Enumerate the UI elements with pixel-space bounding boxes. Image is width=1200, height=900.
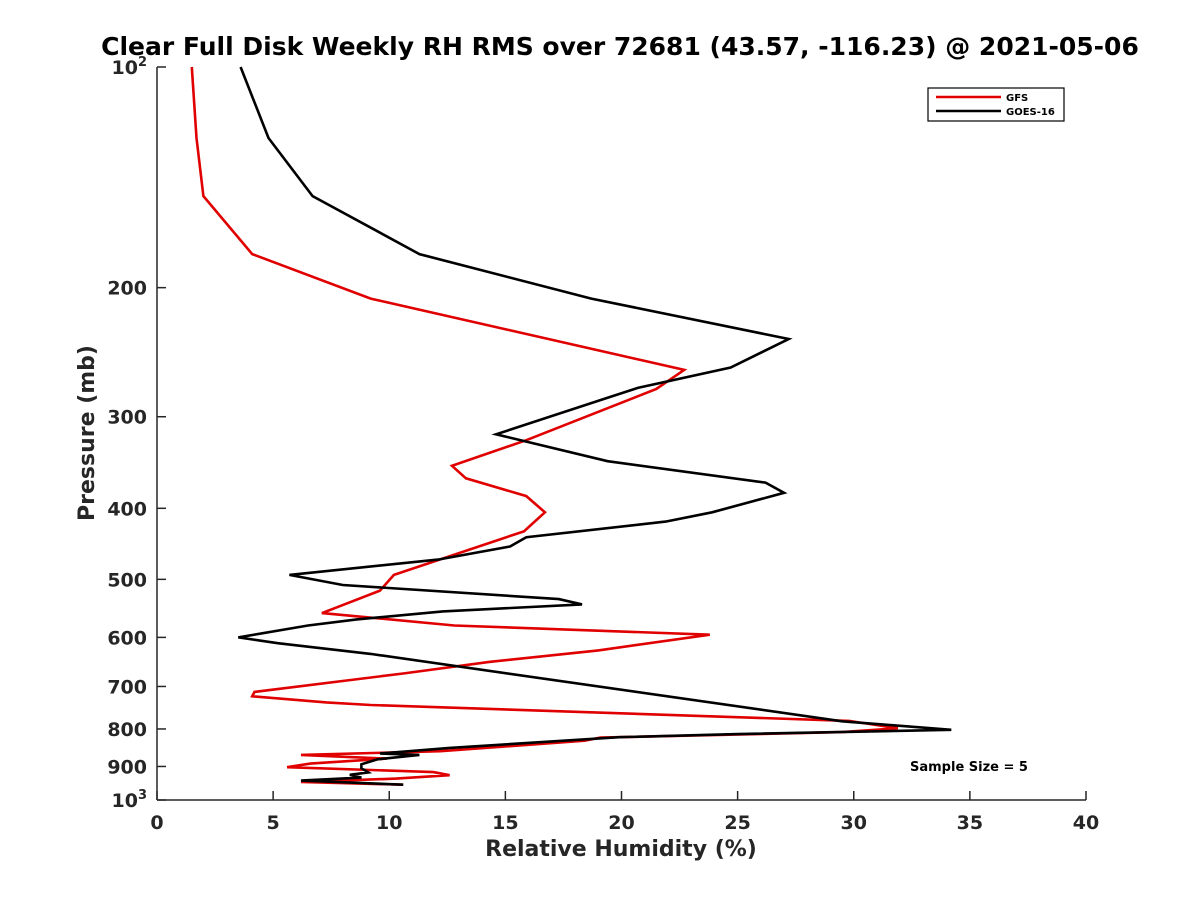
- y-tick-label: 700: [107, 676, 147, 698]
- y-tick-label: 600: [107, 627, 147, 649]
- y-tick-label: 102: [112, 55, 148, 79]
- x-tick-layer: 0 5 10 15 20 25 30 35 40: [150, 791, 1099, 834]
- x-tick-label: 0: [150, 812, 163, 834]
- series-layer: [190, 66, 952, 786]
- y-tick-label: 800: [107, 719, 147, 741]
- x-tick-label: 40: [1073, 812, 1099, 834]
- y-tick-layer: 102 200 300 400 500 600 700 800 900 103: [107, 55, 166, 812]
- x-tick-label: 10: [376, 812, 402, 834]
- y-tick-label: 200: [107, 278, 147, 300]
- y-tick-label: 103: [112, 788, 148, 812]
- x-tick-label: 25: [724, 812, 750, 834]
- y-tick-label: 400: [107, 498, 147, 520]
- x-tick-label: 5: [267, 812, 280, 834]
- x-tick-label: 35: [957, 812, 983, 834]
- legend-box: [927, 87, 1065, 122]
- x-tick-label: 15: [492, 812, 518, 834]
- y-tick-label: 900: [107, 756, 147, 778]
- sample-size-annotation: Sample Size = 5: [910, 760, 1028, 775]
- legend-label-goes16: GOES-16: [1006, 107, 1055, 118]
- series-line-goes16: [238, 66, 952, 786]
- legend: GFS GOES-16: [927, 87, 1065, 122]
- chart-title: Clear Full Disk Weekly RH RMS over 72681…: [101, 32, 1139, 61]
- y-tick-label: 500: [107, 569, 147, 591]
- x-axis-label: Relative Humidity (%): [485, 837, 757, 862]
- y-tick-label: 300: [107, 407, 147, 429]
- plot-area: [157, 67, 1086, 800]
- x-tick-label: 30: [841, 812, 867, 834]
- legend-label-gfs: GFS: [1006, 93, 1028, 104]
- x-tick-label: 20: [608, 812, 634, 834]
- y-axis-label: Pressure (mb): [75, 345, 100, 521]
